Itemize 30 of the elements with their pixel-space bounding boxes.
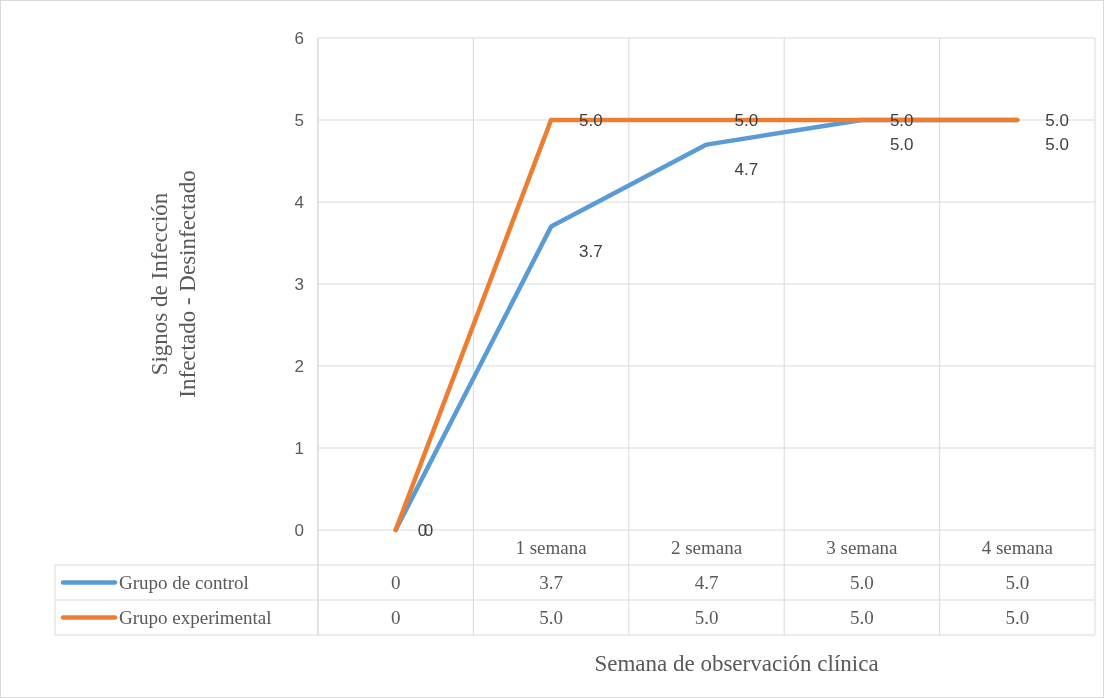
y-axis-title: Signos de Infección Infectado - Desinfectado (147, 170, 200, 398)
data-label: 0 (390, 607, 401, 629)
data-label: 4.7 (694, 572, 719, 594)
text: 5.0 (1045, 110, 1069, 130)
data-label: 5.0 (1005, 607, 1030, 629)
data-label: 5.0 (539, 607, 563, 629)
legend-label: Grupo de control (119, 572, 249, 594)
text: 3.7 (579, 241, 603, 261)
legend-label: Grupo experimental (119, 607, 272, 629)
data-label: 3.7 (539, 572, 563, 594)
y-tick-label: 2 (294, 356, 304, 376)
y-tick-label: 3 (294, 274, 304, 294)
text: 4.7 (734, 159, 759, 179)
y-tick-label: 6 (294, 28, 304, 48)
data-label: 5.0 (1005, 572, 1030, 594)
y-tick-label: 5 (294, 110, 304, 130)
text: 5.0 (1045, 134, 1069, 154)
data-label: 0 (390, 572, 401, 594)
y-tick-label: 1 (294, 438, 304, 458)
x-axis-title: Semana de observación clínica (594, 651, 879, 677)
data-label: 5.0 (850, 572, 874, 594)
x-tick-label: 1 semana (515, 537, 588, 559)
data-label: 5.0 (850, 607, 874, 629)
y-tick-label: 0 (294, 520, 304, 540)
x-tick-label: 4 semana (981, 537, 1054, 559)
x-tick-label: 3 semana (826, 537, 899, 559)
data-label: 5.0 (694, 607, 719, 629)
x-tick-label: 2 semana (670, 537, 743, 559)
text: 5.0 (889, 134, 914, 154)
y-tick-label: 4 (294, 192, 304, 212)
